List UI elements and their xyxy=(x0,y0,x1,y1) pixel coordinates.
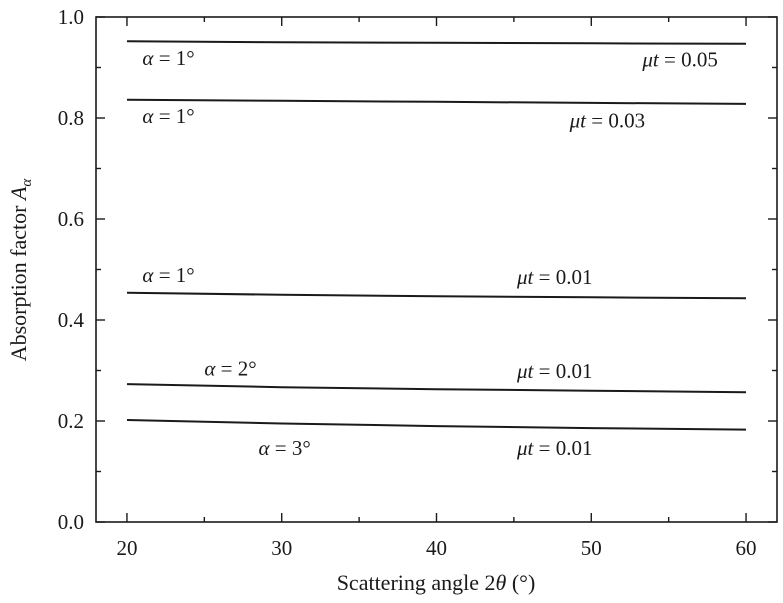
x-tick-label: 40 xyxy=(426,536,447,560)
axis-ticks: 20 30 40 50 60 0.0 0.2 0.4 0.6 0.8 1.0 xyxy=(58,5,777,560)
series-line-2 xyxy=(126,98,747,105)
y-tick-label: 0.4 xyxy=(58,308,85,332)
y-axis-title: Absorption factor Aα xyxy=(6,178,35,362)
alpha-label: α = 3° xyxy=(259,436,311,460)
mut-label: μt = 0.01 xyxy=(516,436,592,460)
y-tick-label: 0.6 xyxy=(58,207,84,231)
alpha-label: α = 1° xyxy=(142,104,194,128)
mut-label: μt = 0.03 xyxy=(569,109,645,133)
series-lines xyxy=(126,40,747,431)
annotations: α = 1° μt = 0.05 α = 1° μt = 0.03 α = 1° μt =… xyxy=(142,46,717,460)
mut-label: μt = 0.01 xyxy=(516,359,592,383)
y-tick-label: 0.0 xyxy=(58,510,84,534)
series-line-3 xyxy=(126,291,747,300)
series-line-4 xyxy=(126,383,747,394)
x-tick-label: 50 xyxy=(581,536,602,560)
y-tick-label: 0.8 xyxy=(58,106,84,130)
x-tick-label: 30 xyxy=(271,536,292,560)
series-line-1 xyxy=(126,40,747,45)
alpha-label: α = 2° xyxy=(204,357,256,381)
mut-label: μt = 0.05 xyxy=(641,47,717,71)
series-line-5 xyxy=(126,419,747,431)
x-tick-label: 60 xyxy=(736,536,757,560)
alpha-label: α = 1° xyxy=(142,263,194,287)
alpha-label: α = 1° xyxy=(142,46,194,70)
plot-frame xyxy=(95,16,778,523)
x-axis-title: Scattering angle 2θ (°) xyxy=(337,570,536,595)
mut-label: μt = 0.01 xyxy=(516,265,592,289)
y-tick-label: 0.2 xyxy=(58,409,84,433)
x-tick-label: 20 xyxy=(116,536,137,560)
y-tick-label: 1.0 xyxy=(58,5,84,29)
